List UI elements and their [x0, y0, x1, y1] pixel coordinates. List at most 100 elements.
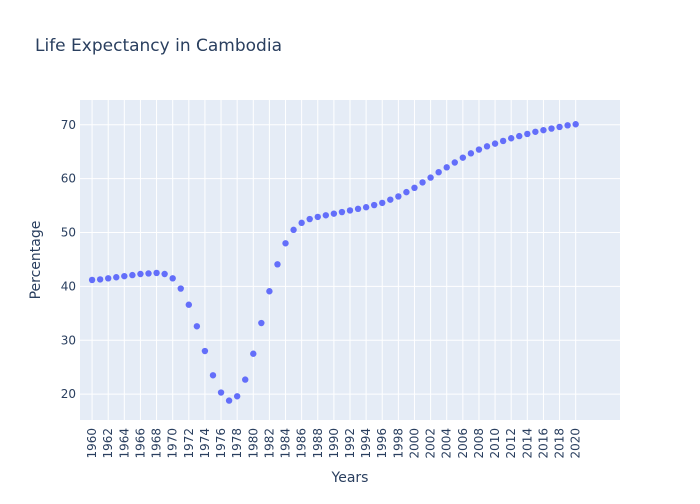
- data-point[interactable]: [314, 213, 321, 221]
- x-tick-label: 1978: [230, 428, 244, 459]
- chart-title: Life Expectancy in Cambodia: [35, 36, 282, 56]
- x-tick-label: 1990: [327, 428, 341, 459]
- data-point[interactable]: [379, 199, 386, 207]
- x-tick-label: 1980: [246, 428, 260, 459]
- data-point[interactable]: [572, 121, 579, 128]
- data-point[interactable]: [177, 285, 184, 292]
- data-point[interactable]: [209, 372, 217, 379]
- grid: [80, 100, 620, 420]
- data-point[interactable]: [532, 128, 539, 135]
- x-tick-label: 2018: [553, 428, 567, 459]
- x-tick-label: 2002: [424, 428, 438, 459]
- data-point[interactable]: [564, 122, 571, 129]
- x-tick-label: 1962: [101, 428, 115, 459]
- x-axis-label: Years: [331, 470, 369, 486]
- data-point[interactable]: [201, 347, 209, 355]
- data-point[interactable]: [403, 188, 410, 196]
- x-tick-label: 2020: [569, 428, 583, 459]
- data-point[interactable]: [524, 130, 531, 138]
- data-point[interactable]: [242, 376, 249, 383]
- data-point[interactable]: [233, 393, 241, 400]
- data-point[interactable]: [290, 226, 297, 234]
- data-point[interactable]: [217, 389, 225, 396]
- data-point[interactable]: [225, 397, 233, 404]
- data-point[interactable]: [556, 123, 563, 131]
- data-point[interactable]: [459, 154, 467, 161]
- data-point[interactable]: [96, 276, 104, 283]
- x-tick-label: 1984: [279, 428, 293, 459]
- x-tick-label: 1998: [391, 428, 405, 459]
- data-point[interactable]: [387, 196, 394, 203]
- data-point[interactable]: [467, 150, 475, 157]
- data-point[interactable]: [370, 201, 378, 209]
- x-tick-label: 2010: [488, 428, 502, 459]
- data-point[interactable]: [137, 270, 144, 278]
- x-tick-label: 1992: [343, 428, 357, 459]
- data-point[interactable]: [516, 132, 523, 140]
- data-point[interactable]: [113, 274, 120, 281]
- x-tick-label: 1996: [375, 428, 389, 459]
- y-tick-label: 50: [61, 226, 76, 240]
- data-point[interactable]: [274, 261, 281, 268]
- data-point[interactable]: [145, 270, 152, 277]
- x-tick-label: 1994: [359, 428, 373, 459]
- data-point[interactable]: [499, 137, 507, 145]
- data-point[interactable]: [322, 212, 330, 219]
- x-tick-label: 1986: [295, 428, 309, 459]
- data-point[interactable]: [266, 288, 273, 295]
- data-point[interactable]: [451, 159, 458, 166]
- x-tick-label: 2012: [504, 428, 518, 459]
- data-point[interactable]: [475, 146, 483, 153]
- x-tick-label: 1964: [117, 428, 131, 459]
- data-point[interactable]: [435, 168, 442, 176]
- x-tick-label: 2004: [440, 428, 454, 459]
- data-point[interactable]: [346, 207, 354, 214]
- x-tick-label: 1982: [262, 428, 276, 459]
- data-point[interactable]: [121, 272, 128, 280]
- x-tick-label: 2006: [456, 428, 470, 459]
- x-tick-label: 2008: [472, 428, 486, 459]
- y-axis-label: Percentage: [28, 221, 44, 300]
- data-point[interactable]: [282, 240, 289, 247]
- data-point[interactable]: [548, 125, 555, 132]
- data-point[interactable]: [185, 301, 193, 308]
- data-point[interactable]: [88, 276, 96, 284]
- data-point[interactable]: [338, 208, 346, 216]
- data-point[interactable]: [169, 275, 176, 282]
- x-tick-label: 2000: [407, 428, 421, 459]
- data-point[interactable]: [362, 204, 370, 211]
- data-point[interactable]: [443, 164, 450, 171]
- data-point[interactable]: [129, 271, 136, 279]
- data-point[interactable]: [250, 350, 257, 357]
- data-point[interactable]: [258, 319, 265, 327]
- data-point[interactable]: [306, 215, 313, 223]
- x-tick-label: 2014: [520, 428, 534, 459]
- data-point[interactable]: [354, 205, 362, 213]
- x-tick-label: 1972: [182, 428, 196, 459]
- x-tick-label: 1974: [198, 428, 212, 459]
- x-tick-label: 1960: [85, 428, 99, 459]
- x-tick-label: 1968: [150, 428, 164, 459]
- data-point[interactable]: [395, 193, 402, 200]
- x-tick-label: 1988: [311, 428, 325, 459]
- data-point[interactable]: [491, 140, 499, 147]
- data-point[interactable]: [540, 126, 547, 134]
- data-point[interactable]: [105, 275, 112, 282]
- y-tick-label: 30: [61, 333, 76, 347]
- data-point[interactable]: [161, 270, 168, 278]
- y-tick-label: 20: [61, 387, 76, 401]
- data-point[interactable]: [298, 219, 305, 227]
- y-tick-label: 70: [61, 118, 76, 132]
- data-point[interactable]: [483, 143, 491, 150]
- data-point[interactable]: [419, 179, 426, 186]
- data-point[interactable]: [330, 210, 338, 217]
- data-point[interactable]: [153, 269, 160, 277]
- data-point[interactable]: [507, 135, 515, 142]
- data-point[interactable]: [427, 174, 434, 181]
- x-axis-ticks: 1960 1962 1964 1966 1968 1970 1972 1974 1976 1978…: [85, 428, 583, 459]
- data-point[interactable]: [411, 184, 418, 192]
- y-axis-ticks: 20 30 40 50 60 70: [61, 118, 76, 401]
- data-point[interactable]: [193, 323, 201, 330]
